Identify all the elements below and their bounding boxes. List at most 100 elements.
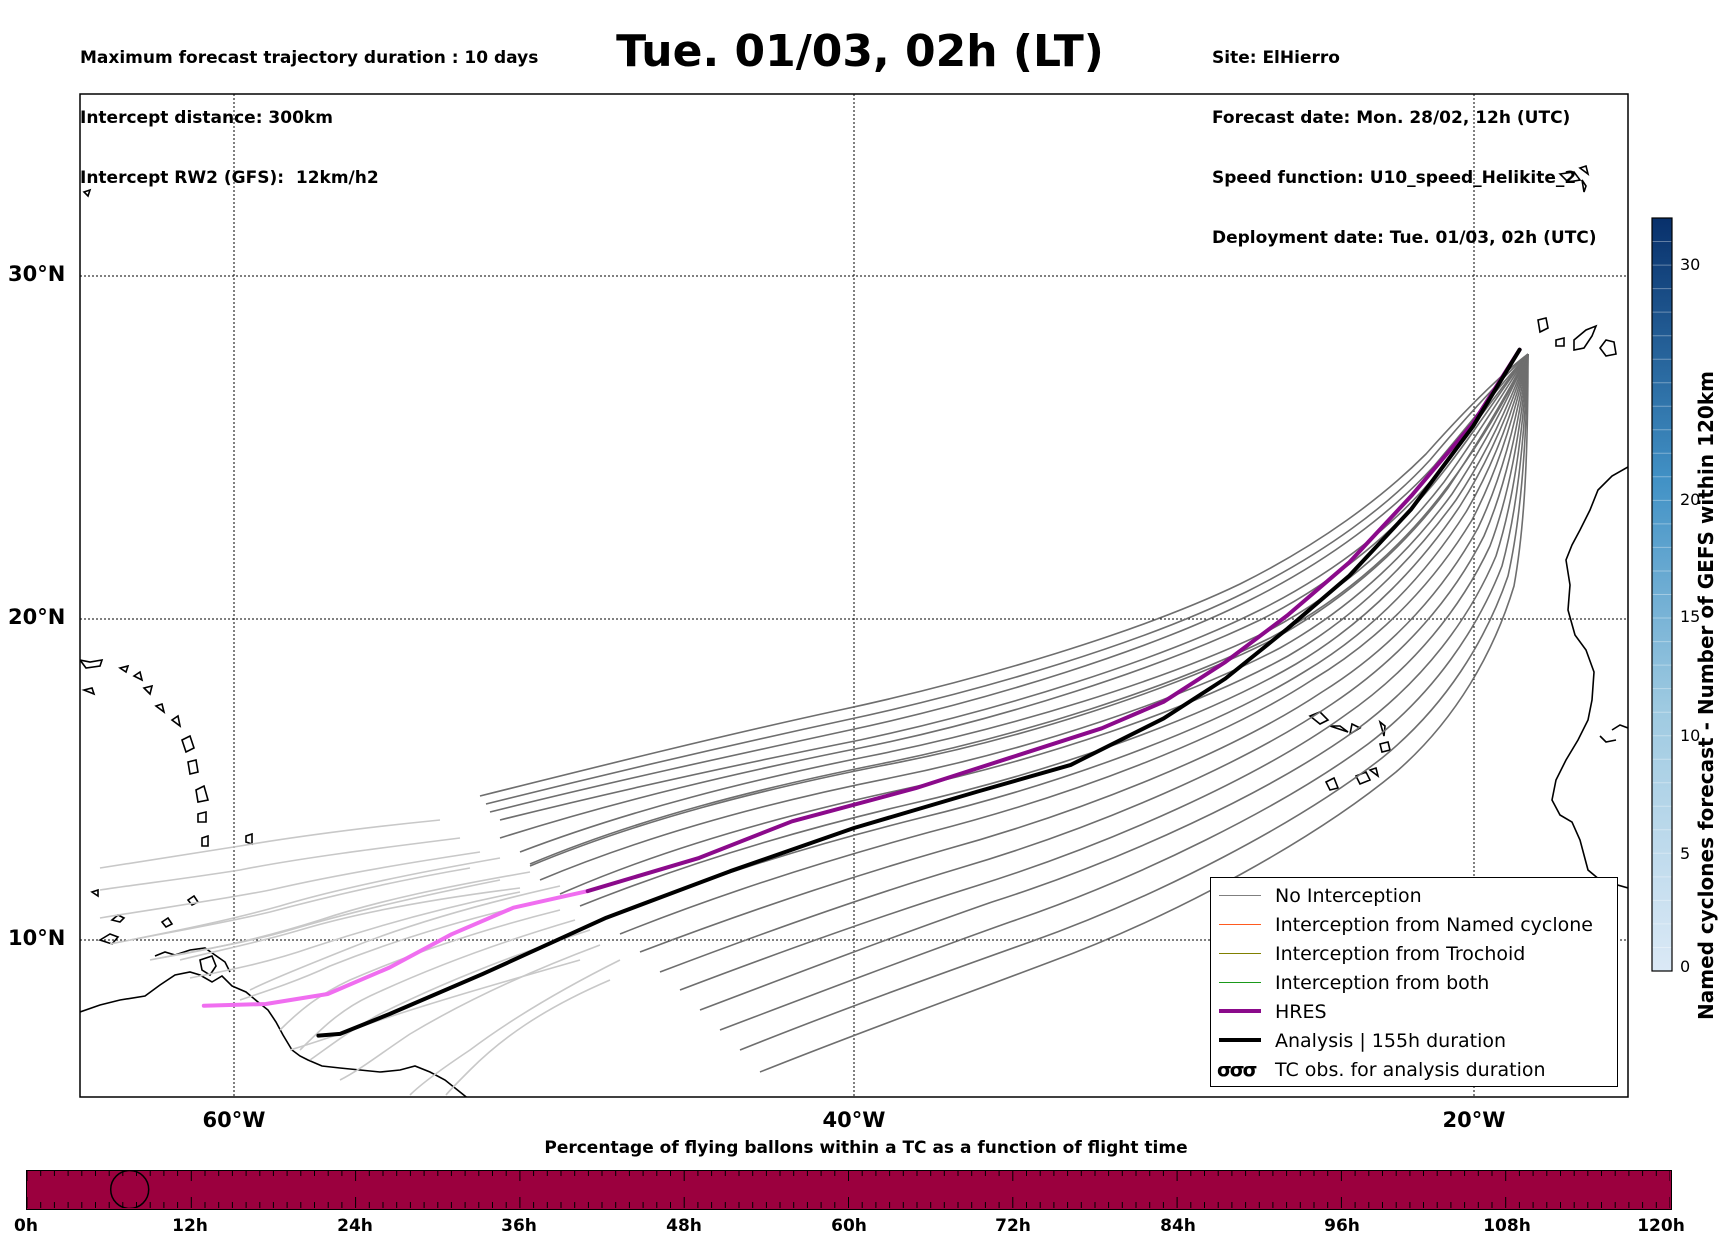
colorbar [1651,217,1673,972]
page-title: Tue. 01/03, 02h (LT) [616,26,1104,77]
coast-south-america [80,971,468,1097]
ensemble-track [559,353,1529,895]
colorbar-label: Named cyclones forecast - Number of GEFS… [1694,371,1718,1020]
timebar-label-48h: 48h [666,1216,702,1236]
timebar-label-36h: 36h [501,1216,537,1236]
timebar-label-0h: 0h [14,1216,38,1236]
ensemble-track [445,979,611,1096]
coast-africa-south [1599,724,1628,743]
island-bermuda-area [82,188,92,198]
legend-label: Analysis | 155h duration [1275,1030,1507,1052]
ensemble-track [619,353,1529,935]
ensemble-track [529,353,1529,867]
ensemble-track [99,851,481,919]
map-frame [79,93,1629,1098]
ensemble-track [479,353,1529,797]
max-duration-text: Maximum forecast trajectory duration : 1… [80,48,539,68]
intercept-distance-text: Intercept distance: 300km [80,108,333,128]
intercept-rw2-text: Intercept RW2 (GFS): 12km/h2 [80,168,379,188]
colorbar-tick-20: 20 [1680,490,1701,509]
ensemble-track [579,353,1529,907]
lat-label-30n: 30°N [8,262,66,286]
legend-item-tc-obs: σσσ TC obs. for analysis duration [1211,1056,1617,1084]
coast-caribbean-isles [98,894,200,945]
colorbar-tick-0: 0 [1680,957,1691,976]
legend-swatch [1219,924,1261,925]
legend-item-no-interception: No Interception [1211,882,1617,910]
ensemble-track [539,353,1529,881]
legend-label: HRES [1275,1001,1327,1023]
timebar-label-84h: 84h [1160,1216,1196,1236]
ensemble-track [129,857,501,941]
ensemble-track [699,353,1529,1011]
speed-function-text: Speed function: U10_speed_Helikite_2 [1212,168,1577,188]
site-text: Site: ElHierro [1212,48,1340,68]
legend-label: Interception from both [1275,972,1490,994]
madeira-islands [1558,164,1590,193]
timebar-label-24h: 24h [337,1216,373,1236]
ensemble-track [499,353,1529,839]
ensemble-track [339,944,601,1081]
coast-venezuela-north [154,947,231,973]
header-right-info: Site: ElHierro Forecast date: Mon. 28/02… [1212,8,1597,268]
ensemble-track [529,353,1529,865]
legend-swatch [1219,1038,1261,1042]
ensemble-track [639,353,1529,953]
ensemble-track [179,887,521,961]
legend-label: Interception from Named cyclone [1275,914,1593,936]
legend-label: TC obs. for analysis duration [1275,1059,1546,1081]
colorbar-tick-15: 15 [1680,607,1701,626]
legend-item-hres: HRES [1211,998,1617,1026]
ensemble-track [519,353,1529,853]
legend-swatch [1219,982,1261,983]
ensemble-track [299,919,576,1051]
legend-item-trochoid: Interception from Trochoid [1211,940,1617,968]
ensemble-track [239,901,541,1001]
timebar-label-72h: 72h [995,1216,1031,1236]
forecast-date-text: Forecast date: Mon. 28/02, 12h (UTC) [1212,108,1571,128]
ensemble-track [759,353,1529,1073]
legend-swatch [1219,953,1261,954]
ensemble-tracks-light [99,819,621,1096]
colorbar-tick-30: 30 [1680,255,1701,274]
ensemble-track [159,871,531,959]
island-trinidad [199,955,217,977]
colorbar-frame [1651,217,1673,972]
ensemble-track [409,959,621,1096]
ensemble-track [489,353,1529,813]
ensemble-track [485,353,1529,805]
ensemble-track [739,353,1529,1051]
legend-item-both: Interception from both [1211,969,1617,997]
timebar [26,1170,1672,1210]
ensemble-track [309,929,591,1061]
ensemble-track [279,909,561,1031]
coast-africa [1551,466,1628,889]
cape-verde-islands [1308,711,1391,791]
ensemble-track [659,353,1529,973]
legend-item-analysis: Analysis | 155h duration [1211,1027,1617,1055]
ensemble-track [189,891,521,979]
ensemble-track [679,353,1529,991]
timebar-label-108h: 108h [1483,1216,1531,1236]
hres-track-light [201,889,590,1008]
legend-label: Interception from Trochoid [1275,943,1526,965]
colorbar-tick-5: 5 [1680,844,1691,863]
lat-label-20n: 20°N [8,605,66,629]
legend-label: No Interception [1275,885,1422,907]
ensemble-tracks-dark [479,353,1529,1073]
legend-swatch [1219,895,1261,896]
timebar-ticks [27,1171,1670,1208]
colorbar-tick-10: 10 [1680,726,1701,745]
deployment-date-text: Deployment date: Tue. 01/03, 02h (UTC) [1212,228,1597,248]
lat-label-10n: 10°N [8,926,66,950]
ensemble-track [99,837,461,891]
ensemble-track [719,353,1529,1031]
timebar-label-120h: 120h [1637,1216,1685,1236]
ensemble-track [599,353,1529,921]
ensemble-track [249,885,561,991]
ensemble-track [289,959,581,1051]
legend-swatch [1219,1009,1261,1013]
legend: No Interception Interception from Named … [1210,877,1618,1087]
lesser-antilles [90,664,253,898]
